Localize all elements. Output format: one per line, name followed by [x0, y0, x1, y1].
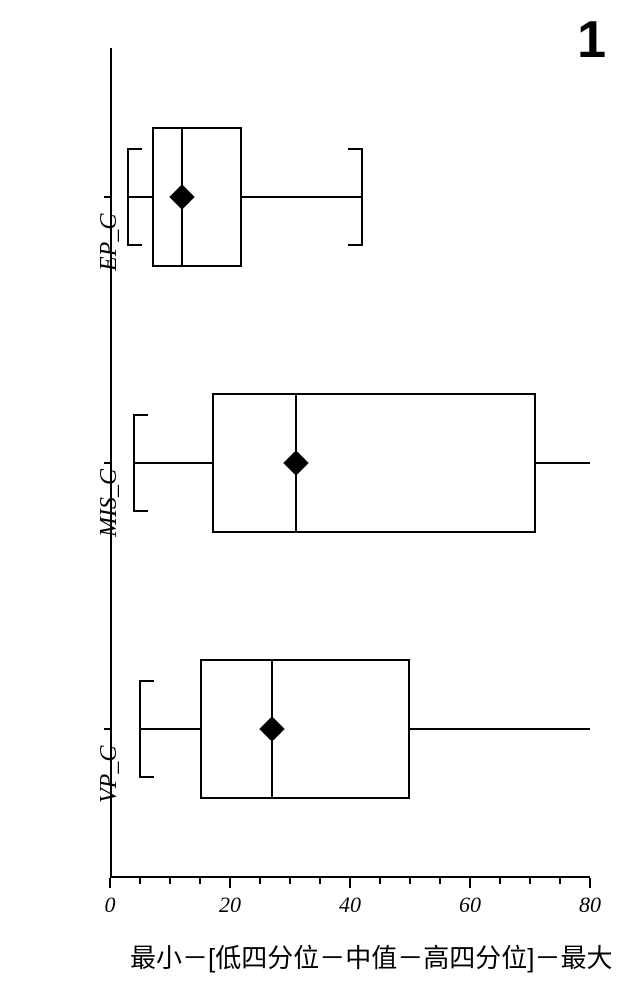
whisker-cap-max	[361, 148, 363, 246]
x-tick-minor	[499, 878, 501, 884]
x-tick-minor	[259, 878, 261, 884]
box	[212, 393, 536, 533]
category-label: EP_C	[96, 214, 123, 271]
boxplot-figure: 1 020406080 最小－[低四分位－中值－高四分位]－最大 EP_CMIS…	[0, 0, 632, 1000]
whisker-cap-max-serif	[348, 148, 362, 150]
x-tick-label: 40	[330, 892, 370, 918]
category-label: MIS_C	[96, 469, 123, 537]
x-tick-minor	[169, 878, 171, 884]
whisker-right	[536, 462, 590, 464]
x-tick-label: 20	[210, 892, 250, 918]
box	[200, 659, 410, 799]
whisker-cap-min-serif	[128, 244, 142, 246]
category-label: VP_C	[96, 745, 123, 802]
x-tick-minor	[379, 878, 381, 884]
x-tick-label: 80	[570, 892, 610, 918]
plot-area: 020406080	[110, 48, 590, 878]
x-tick-minor	[439, 878, 441, 884]
whisker-left	[128, 196, 152, 198]
x-tick-minor	[199, 878, 201, 884]
whisker-cap-min-serif	[134, 414, 148, 416]
y-tick	[104, 728, 110, 730]
x-tick-major	[109, 878, 111, 888]
x-tick-major	[469, 878, 471, 888]
whisker-cap-max-serif	[348, 244, 362, 246]
x-tick-minor	[319, 878, 321, 884]
y-tick	[104, 462, 110, 464]
whisker-cap-min-serif	[140, 776, 154, 778]
whisker-cap-min-serif	[134, 510, 148, 512]
x-tick-label: 0	[90, 892, 130, 918]
x-tick-minor	[409, 878, 411, 884]
y-tick	[104, 196, 110, 198]
x-tick-minor	[139, 878, 141, 884]
x-tick-major	[229, 878, 231, 888]
legend-caption: 最小－[低四分位－中值－高四分位]－最大	[130, 938, 612, 975]
whisker-left	[140, 728, 200, 730]
x-tick-minor	[529, 878, 531, 884]
x-tick-label: 60	[450, 892, 490, 918]
x-tick-minor	[289, 878, 291, 884]
x-tick-minor	[559, 878, 561, 884]
whisker-right	[242, 196, 362, 198]
whisker-left	[134, 462, 212, 464]
whisker-cap-min-serif	[128, 148, 142, 150]
x-tick-major	[349, 878, 351, 888]
x-tick-major	[589, 878, 591, 888]
box	[152, 127, 242, 267]
whisker-cap-min	[133, 414, 135, 512]
whisker-cap-min-serif	[140, 680, 154, 682]
whisker-cap-min	[127, 148, 129, 246]
whisker-cap-min	[139, 680, 141, 778]
whisker-right	[410, 728, 590, 730]
